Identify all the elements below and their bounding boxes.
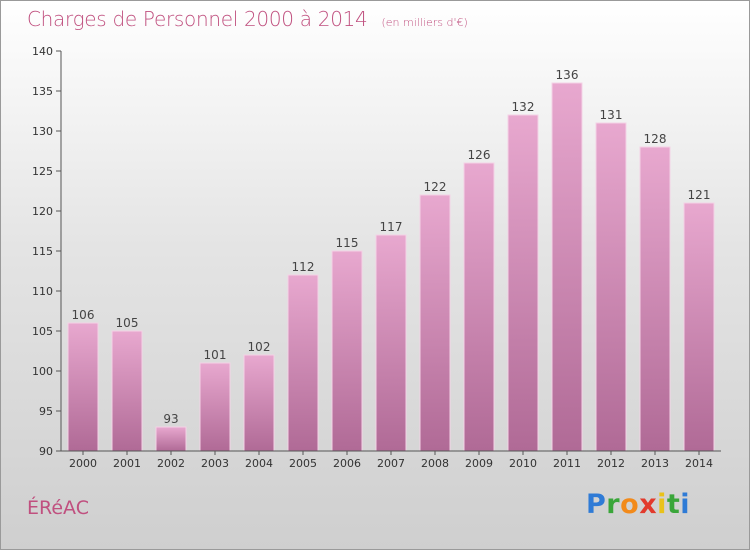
chart-subtitle: (en milliers d'€) [381,16,468,29]
axes-group: 2000 2001 2002 2003 2004 2005 2006 2007 2008 2009… [32,45,721,470]
bar-2003 [199,362,231,452]
bar-2013 [639,146,671,452]
x-tick-label-2005: 2005 [289,457,317,470]
bar-2007 [375,234,407,452]
bar-2000 [67,322,99,452]
data-label-2014: 121 [688,188,711,202]
y-tick-label-110: 110 [32,285,53,298]
location-label: ÉRéAC [27,497,89,519]
bar-2001 [111,330,143,452]
y-tick-label-140: 140 [32,45,53,58]
y-tick-label-90: 90 [39,445,53,458]
x-tick-label-2003: 2003 [201,457,229,470]
x-tick-label-2004: 2004 [245,457,273,470]
y-tick-label-125: 125 [32,165,53,178]
proxiti-logo: Proxiti [586,489,690,520]
bar-2012 [595,122,627,452]
x-tick-label-2006: 2006 [333,457,361,470]
logo-letter: r [606,489,621,520]
bar-2006 [331,250,363,452]
data-label-2007: 117 [380,220,403,234]
y-tick-label-115: 115 [32,245,53,258]
data-label-2001: 105 [116,316,139,330]
x-tick-label-2013: 2013 [641,457,669,470]
data-label-2012: 131 [600,108,623,122]
data-label-2005: 112 [292,260,315,274]
data-label-2008: 122 [424,180,447,194]
x-tick-label-2011: 2011 [553,457,581,470]
logo-letter: o [620,489,640,520]
logo-letter: x [639,489,658,520]
bar-2004 [243,354,275,452]
y-tick-label-105: 105 [32,325,53,338]
chart-title: Charges de Personnel 2000 à 2014 [27,7,368,31]
x-tick-label-2012: 2012 [597,457,625,470]
x-tick-label-2009: 2009 [465,457,493,470]
data-label-2000: 106 [72,308,95,322]
y-tick-label-95: 95 [39,405,53,418]
chart-title-block: Charges de Personnel 2000 à 2014 (en mill… [27,7,468,31]
data-label-2013: 128 [644,132,667,146]
data-label-2006: 115 [336,236,359,250]
data-label-2011: 136 [556,68,579,82]
bar-2014 [683,202,715,452]
logo-letter: i [657,489,667,520]
y-tick-label-130: 130 [32,125,53,138]
data-label-2003: 101 [204,348,227,362]
y-tick-label-120: 120 [32,205,53,218]
bar-2002 [155,426,187,452]
data-label-2004: 102 [248,340,271,354]
x-tick-label-2014: 2014 [685,457,713,470]
y-tick-label-100: 100 [32,365,53,378]
bar-2010 [507,114,539,452]
bar-2008 [419,194,451,452]
data-label-2010: 132 [512,100,535,114]
x-tick-label-2001: 2001 [113,457,141,470]
x-tick-label-2007: 2007 [377,457,405,470]
logo-letter: P [586,489,607,520]
bars-group: 106 105 93 101 102 112 115 117 122 126 132 136 131 12… [67,68,715,452]
data-label-2002: 93 [163,412,178,426]
x-tick-label-2002: 2002 [157,457,185,470]
data-label-2009: 126 [468,148,491,162]
logo-letter: t [666,489,681,520]
x-tick-label-2010: 2010 [509,457,537,470]
bar-2009 [463,162,495,452]
x-tick-label-2008: 2008 [421,457,449,470]
logo-letter: i [680,489,691,520]
bar-2005 [287,274,319,452]
x-tick-label-2000: 2000 [69,457,97,470]
y-tick-label-135: 135 [32,85,53,98]
bar-2011 [551,82,583,452]
